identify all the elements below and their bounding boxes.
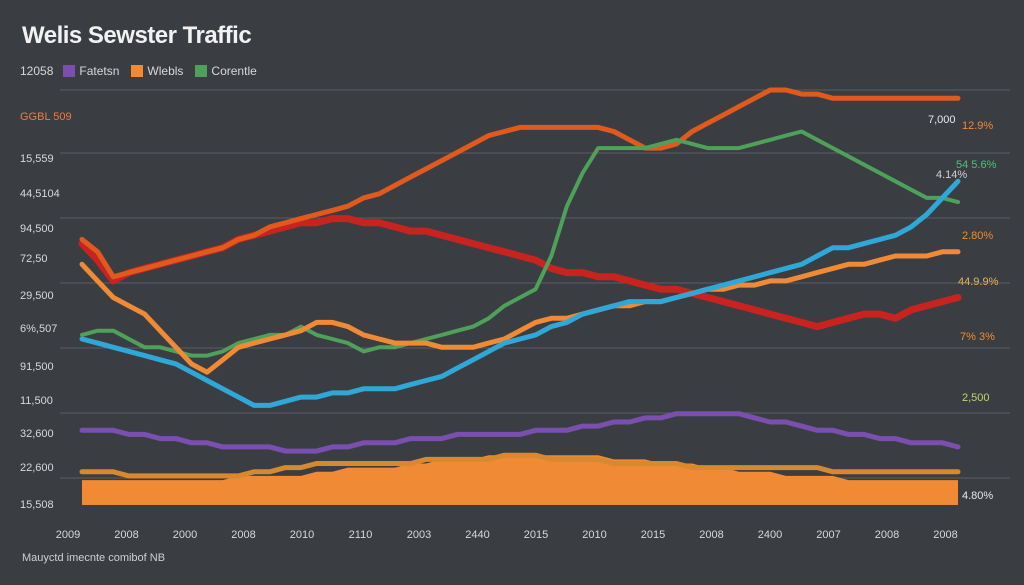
y-tick-label: 15,508 <box>20 499 54 511</box>
x-tick-label: 2008 <box>231 529 255 541</box>
footnote: Mauyctd imecnte comibof NB <box>22 552 166 564</box>
area-orange <box>82 455 958 505</box>
series-line-gold <box>79 452 961 479</box>
x-tick-label: 2010 <box>582 529 606 541</box>
legend-item-1: Fatetsn <box>63 64 119 78</box>
x-tick-label: 2008 <box>933 529 957 541</box>
x-tick-label: 2010 <box>290 529 314 541</box>
y-tick-label: GGBL 509 <box>20 111 72 123</box>
right-label: 7,000 <box>928 114 956 126</box>
series-line-red <box>79 87 961 280</box>
x-tick-label: 2008 <box>875 529 899 541</box>
x-tick-label: 2400 <box>758 529 782 541</box>
y-tick-label: 6%,507 <box>20 323 57 335</box>
y-tick-label: 32,600 <box>20 428 54 440</box>
right-labels: 7,000 12.9% 54 5.6%4.14% 2.80% 44.9.9% 7% 3% 2… <box>928 114 999 502</box>
series-line-orange <box>79 249 961 375</box>
x-tick-label: 2003 <box>407 529 431 541</box>
right-label: 4.14% <box>936 169 967 181</box>
y-tick-label: 22,600 <box>20 462 54 474</box>
area-layer <box>82 455 958 505</box>
legend-swatch-2 <box>131 65 144 77</box>
series-line-green <box>80 129 960 358</box>
legend-label-1: Fatetsn <box>79 64 120 78</box>
right-label: 12.9% <box>962 120 993 132</box>
y-tick-label: 15,559 <box>20 153 54 165</box>
y-tick-label: 44,5104 <box>20 188 60 200</box>
series-line-purple <box>79 411 961 454</box>
legend-label-3: Corentle <box>211 64 257 78</box>
legend-item-3: Corentle <box>195 64 257 78</box>
right-label: 2.80% <box>962 230 993 242</box>
y-tick-label: 72,50 <box>20 253 48 265</box>
right-label: 2,500 <box>962 392 990 404</box>
y-tick-label: 91,500 <box>20 361 54 373</box>
y-axis-ticks: GGBL 509 15,559 44,5104 94,500 72,50 29,500 6%… <box>20 111 72 511</box>
x-tick-label: 2007 <box>816 529 840 541</box>
x-tick-label: 2015 <box>641 529 665 541</box>
x-axis-ticks: 2009 2008 2000 2008 2010 2110 2003 2440 2015 2010… <box>56 529 958 541</box>
right-label: 54 5.6% <box>956 159 997 171</box>
y-tick-label: 11,500 <box>20 395 53 407</box>
y-tick-label: 29,500 <box>20 290 54 302</box>
legend-label-2: Wlebls <box>147 64 184 78</box>
chart-title: Welis Sewster Traffic <box>22 22 252 49</box>
x-tick-label: 2009 <box>56 529 80 541</box>
legend-label-0: 12058 <box>20 64 54 78</box>
x-tick-label: 2008 <box>114 529 138 541</box>
series-layer <box>78 87 962 479</box>
right-label: 4.80% <box>962 490 993 502</box>
right-label: 44.9.9% <box>958 276 999 288</box>
legend: 12058 Fatetsn Wlebls Corentle <box>20 64 263 78</box>
x-tick-label: 2110 <box>349 529 373 541</box>
gridlines <box>60 89 1010 479</box>
y-tick-label: 94,500 <box>20 223 54 235</box>
legend-swatch-3 <box>195 65 208 77</box>
x-tick-label: 2000 <box>173 529 197 541</box>
x-tick-label: 2008 <box>699 529 723 541</box>
legend-swatch-1 <box>63 65 76 77</box>
series-line-cyan <box>79 178 961 408</box>
x-tick-label: 2015 <box>524 529 548 541</box>
legend-item-2: Wlebls <box>131 64 183 78</box>
x-tick-label: 2440 <box>465 529 489 541</box>
right-label: 7% 3% <box>960 331 995 343</box>
